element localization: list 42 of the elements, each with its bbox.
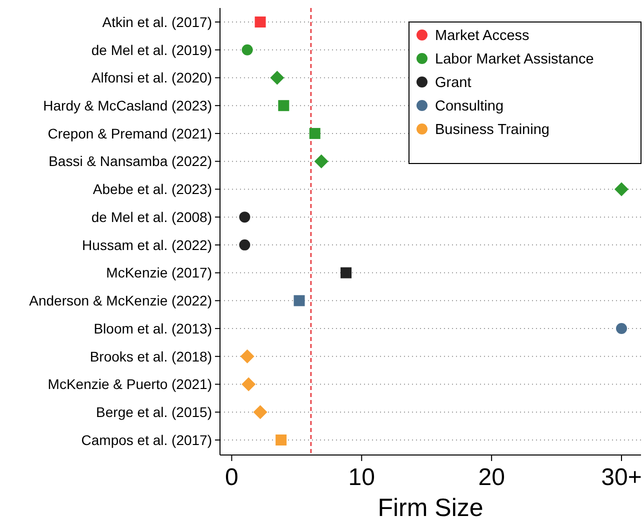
x-tick-label: 30+ xyxy=(601,464,642,491)
point xyxy=(309,128,320,139)
y-tick-label: Brooks et al. (2018) xyxy=(90,348,212,364)
point xyxy=(614,182,629,196)
point xyxy=(270,70,284,85)
point xyxy=(239,239,250,250)
point xyxy=(239,212,250,223)
y-tick-label: Crepon & Premand (2021) xyxy=(48,125,212,142)
y-tick-label: McKenzie (2017) xyxy=(106,264,212,281)
y-tick-label: Campos et al. (2017) xyxy=(81,432,212,448)
x-tick-label: 20 xyxy=(478,464,505,491)
y-tick-label: Hussam et al. (2022) xyxy=(82,236,212,253)
point xyxy=(242,44,253,56)
y-tick-label: Anderson & McKenzie (2022) xyxy=(29,292,212,309)
point xyxy=(294,295,305,306)
point xyxy=(242,377,256,392)
point xyxy=(278,100,290,112)
y-tick-label: Bloom et al. (2013) xyxy=(94,320,212,336)
y-tick-label: Abebe et al. (2023) xyxy=(92,181,212,198)
point xyxy=(340,267,352,278)
legend-label: Consulting xyxy=(435,98,504,115)
y-tick-label: Bassi & Nansamba (2022) xyxy=(48,153,212,170)
point xyxy=(616,323,628,334)
legend-label: Business Training xyxy=(435,122,550,138)
point xyxy=(276,434,287,446)
y-tick-label: Atkin et al. (2017) xyxy=(102,14,212,30)
legend-label: Grant xyxy=(435,75,472,92)
y-tick-label: Hardy & McCasland (2023) xyxy=(43,98,212,114)
y-tick-label: Alfonsi et al. (2020) xyxy=(91,70,212,86)
y-tick-label: de Mel et al. (2019) xyxy=(91,42,212,58)
y-tick-label: McKenzie & Puerto (2021) xyxy=(48,376,212,392)
y-tick-label: Berge et al. (2015) xyxy=(96,404,212,420)
x-tick-label: 0 xyxy=(225,464,238,491)
x-tick-label: 10 xyxy=(348,464,375,491)
point xyxy=(254,16,266,28)
y-tick-label: de Mel et al. (2008) xyxy=(91,208,212,225)
legend-label: Market Access xyxy=(435,28,530,44)
point xyxy=(314,154,328,168)
point xyxy=(240,349,254,364)
point xyxy=(253,405,268,420)
legend-label: Labor Market Assistance xyxy=(435,52,594,68)
x-axis-title: Firm Size xyxy=(378,494,484,520)
